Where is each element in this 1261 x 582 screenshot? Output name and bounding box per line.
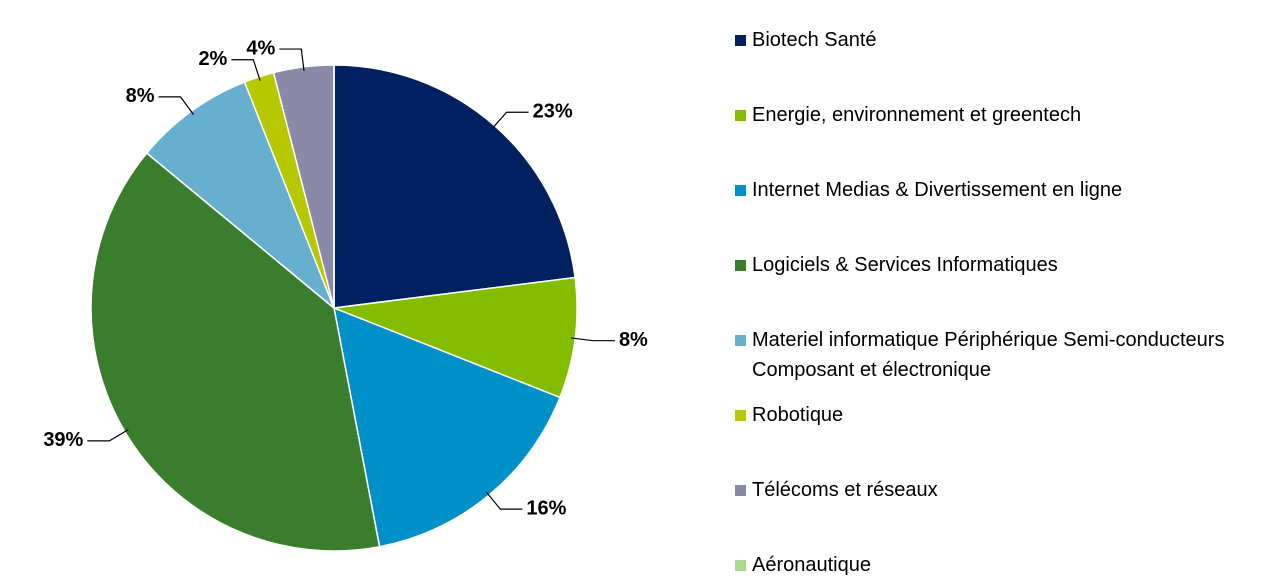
legend-item: Biotech Santé bbox=[735, 25, 1245, 55]
legend-label: Télécoms et réseaux bbox=[752, 479, 938, 501]
leader-line bbox=[485, 491, 523, 510]
legend-swatch bbox=[735, 185, 746, 196]
legend-label: Robotique bbox=[752, 404, 844, 426]
legend-item: Materiel informatique Périphérique Semi-… bbox=[735, 325, 1245, 385]
data-label: 8% bbox=[619, 329, 648, 351]
legend-label: Materiel informatique Périphérique Semi-… bbox=[752, 329, 1225, 381]
leader-line bbox=[279, 48, 305, 71]
data-label: 16% bbox=[526, 497, 566, 519]
legend-item: Logiciels & Services Informatiques bbox=[735, 250, 1245, 280]
legend-item: Aéronautique bbox=[735, 550, 1245, 580]
legend-label: Aéronautique bbox=[752, 554, 871, 576]
legend-swatch bbox=[735, 410, 746, 421]
data-label: 4% bbox=[246, 37, 275, 59]
leader-line bbox=[87, 429, 129, 442]
leader-line bbox=[158, 96, 195, 115]
data-label: 23% bbox=[533, 101, 573, 123]
leader-line bbox=[491, 111, 529, 130]
legend-item: Robotique bbox=[735, 400, 1245, 430]
legend-swatch bbox=[735, 335, 746, 346]
legend-label: Biotech Santé bbox=[752, 29, 877, 51]
legend-item: Energie, environnement et greentech bbox=[735, 100, 1245, 130]
leader-line bbox=[231, 59, 261, 81]
legend-swatch bbox=[735, 485, 746, 496]
legend-label: Logiciels & Services Informatiques bbox=[752, 254, 1058, 276]
data-label: 39% bbox=[43, 429, 83, 451]
legend-label: Internet Medias & Divertissement en lign… bbox=[752, 179, 1123, 201]
legend-label: Energie, environnement et greentech bbox=[752, 104, 1082, 126]
legend-swatch bbox=[735, 35, 746, 46]
legend-item: Télécoms et réseaux bbox=[735, 475, 1245, 505]
legend-swatch bbox=[735, 110, 746, 121]
chart: 23% 8% 16% 39% 8% 2% 4% bbox=[43, 37, 648, 552]
data-label: 8% bbox=[126, 85, 155, 107]
legend-item: Internet Medias & Divertissement en lign… bbox=[735, 175, 1245, 205]
data-label: 2% bbox=[198, 48, 227, 70]
legend-swatch bbox=[735, 260, 746, 271]
leader-line bbox=[571, 337, 615, 342]
legend-swatch bbox=[735, 560, 746, 571]
